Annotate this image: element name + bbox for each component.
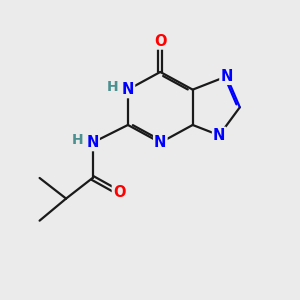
Text: O: O xyxy=(113,185,125,200)
Text: N: N xyxy=(86,135,99,150)
Text: N: N xyxy=(154,135,167,150)
Text: N: N xyxy=(220,69,233,84)
Text: O: O xyxy=(154,34,167,49)
Text: N: N xyxy=(122,82,134,97)
Text: H: H xyxy=(71,133,83,147)
Text: N: N xyxy=(213,128,225,143)
Text: H: H xyxy=(107,80,118,94)
